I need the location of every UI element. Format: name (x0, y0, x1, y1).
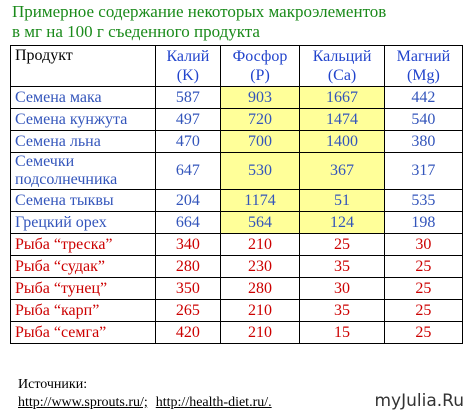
sources-label: Источники: (18, 377, 88, 392)
value-cell: 350 (155, 277, 221, 300)
value-cell: 530 (219, 152, 301, 190)
product-cell: Семена тыквы (10, 189, 156, 212)
header-row: Продукт Калий (K) Фосфор (P) Кальций (Ca) Магн… (10, 45, 464, 87)
value-cell: 700 (219, 130, 301, 153)
value-cell: 35 (299, 299, 385, 322)
value-cell: 367 (299, 152, 385, 190)
value-cell: 210 (219, 299, 301, 322)
value-cell: 470 (155, 130, 221, 153)
column-symbol: (Mg) (406, 67, 440, 84)
value-cell: 340 (155, 233, 221, 256)
value-cell: 204 (155, 189, 221, 212)
value-cell: 35 (299, 255, 385, 278)
value-cell: 210 (219, 233, 301, 256)
row: Семена льна 470 700 1400 380 (10, 130, 464, 153)
header-cell: Кальций (Ca) (299, 45, 385, 87)
value-cell: 25 (383, 299, 464, 322)
value-cell: 265 (155, 299, 221, 322)
product-cell: Рыба “семга” (10, 321, 156, 344)
value-cell: 25 (383, 321, 464, 344)
value-cell: 420 (155, 321, 221, 344)
column-name: Магний (396, 48, 451, 65)
title-line: Примерное содержание некоторых макроэлем… (12, 2, 387, 21)
value-cell: 540 (383, 108, 464, 131)
row: Рыба “тунец” 350 280 30 25 (10, 277, 464, 300)
row: Рыба “карп” 265 210 35 25 (10, 299, 464, 322)
value-cell: 25 (299, 233, 385, 256)
product-cell: Семена кунжута (10, 108, 156, 131)
source-link[interactable]: http://health-diet.ru/. (155, 395, 272, 410)
product-cell: Рыба “карп” (10, 299, 156, 322)
value-cell: 30 (299, 277, 385, 300)
watermark: myJulia.Ru (374, 391, 465, 411)
header-cell: Продукт (10, 45, 156, 87)
value-cell: 210 (219, 321, 301, 344)
product-cell: Рыба “тунец” (10, 277, 156, 300)
row: Грецкий орех 664 564 124 198 (10, 211, 464, 234)
value-cell: 1400 (299, 130, 385, 153)
product-cell: Грецкий орех (10, 211, 156, 234)
header-cell: Магний (Mg) (383, 45, 464, 87)
header-cell: Калий (K) (155, 45, 221, 87)
table: Продукт Калий (K) Фосфор (P) Кальций (Ca) Магн… (10, 45, 464, 344)
value-cell: 124 (299, 211, 385, 234)
column-name: Кальций (312, 48, 372, 65)
value-cell: 280 (219, 277, 301, 300)
row: Рыба “судак” 280 230 35 25 (10, 255, 464, 278)
product-cell: Рыба “треска” (10, 233, 156, 256)
product-cell: Рыба “судак” (10, 255, 156, 278)
value-cell: 51 (299, 189, 385, 212)
column-name: Фосфор (232, 48, 288, 65)
source-link[interactable]: http://www.sprouts.ru/; (18, 395, 148, 410)
value-cell: 720 (219, 108, 301, 131)
sources: http://www.sprouts.ru/; http://health-die… (18, 394, 280, 412)
column-symbol: (Ca) (327, 67, 357, 84)
value-cell: 497 (155, 108, 221, 131)
column-symbol: (P) (250, 67, 270, 84)
footer: Источники: http://www.sprouts.ru/; http:/… (18, 376, 280, 412)
value-cell: 442 (383, 86, 464, 109)
value-cell: 15 (299, 321, 385, 344)
title: Примерное содержание некоторых макроэлем… (12, 2, 386, 42)
column-name: Калий (166, 48, 210, 65)
value-cell: 25 (383, 255, 464, 278)
value-cell: 230 (219, 255, 301, 278)
row: Рыба “семга” 420 210 15 25 (10, 321, 464, 344)
value-cell: 280 (155, 255, 221, 278)
column-symbol: (K) (176, 67, 199, 84)
value-cell: 380 (383, 130, 464, 153)
title-line: в мг на 100 г съеденного продукта (12, 22, 260, 41)
row: Рыба “треска” 340 210 25 30 (10, 233, 464, 256)
product-cell: Семена мака (10, 86, 156, 109)
row: Семена мака 587 903 1667 442 (10, 86, 464, 109)
product-cell: Семечки подсолнечника (10, 152, 156, 190)
header-cell: Фосфор (P) (219, 45, 301, 87)
row: Семечки подсолнечника 647 530 367 317 (10, 152, 464, 190)
row: Семена кунжута 497 720 1474 540 (10, 108, 464, 131)
product-cell: Семена льна (10, 130, 156, 153)
value-cell: 30 (383, 233, 464, 256)
value-cell: 198 (383, 211, 464, 234)
value-cell: 587 (155, 86, 221, 109)
value-cell: 317 (383, 152, 464, 190)
value-cell: 1474 (299, 108, 385, 131)
value-cell: 564 (219, 211, 301, 234)
value-cell: 1174 (219, 189, 301, 212)
value-cell: 903 (219, 86, 301, 109)
value-cell: 664 (155, 211, 221, 234)
value-cell: 25 (383, 277, 464, 300)
row: Семена тыквы 204 1174 51 535 (10, 189, 464, 212)
value-cell: 647 (155, 152, 221, 190)
value-cell: 535 (383, 189, 464, 212)
value-cell: 1667 (299, 86, 385, 109)
